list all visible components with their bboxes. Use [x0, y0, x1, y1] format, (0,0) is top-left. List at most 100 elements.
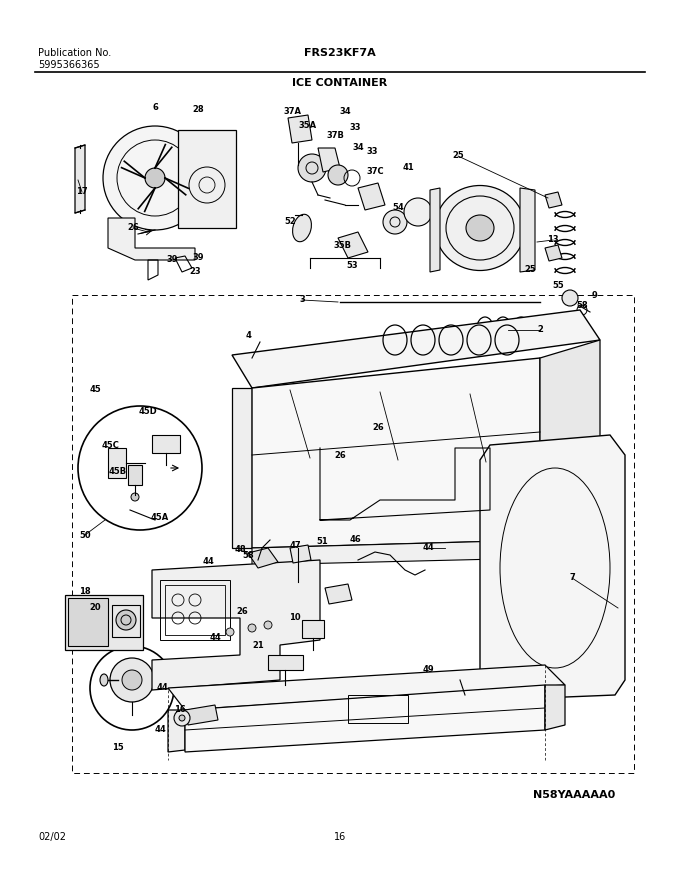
- Text: 23: 23: [189, 268, 201, 276]
- Text: 35B: 35B: [333, 241, 351, 249]
- Circle shape: [131, 493, 139, 501]
- Circle shape: [226, 628, 234, 636]
- Bar: [68, 598, 108, 646]
- Circle shape: [298, 154, 326, 182]
- Polygon shape: [288, 115, 312, 143]
- Text: 9: 9: [591, 290, 597, 300]
- Circle shape: [174, 710, 190, 726]
- Text: 37C: 37C: [367, 168, 384, 176]
- Text: 28: 28: [192, 105, 204, 115]
- Ellipse shape: [435, 185, 525, 270]
- Polygon shape: [232, 388, 252, 548]
- Text: 13: 13: [547, 235, 559, 244]
- Text: 49: 49: [422, 666, 434, 674]
- Text: 37B: 37B: [326, 130, 344, 140]
- Text: 58: 58: [242, 550, 254, 560]
- Polygon shape: [232, 310, 600, 388]
- Text: 5995366365: 5995366365: [38, 60, 100, 70]
- Text: 45C: 45C: [101, 441, 119, 449]
- Text: 51: 51: [316, 538, 328, 547]
- Text: 6: 6: [152, 103, 158, 112]
- Text: 52: 52: [284, 217, 296, 227]
- Text: 18: 18: [79, 587, 91, 596]
- Text: 46: 46: [349, 535, 361, 545]
- Bar: [302, 620, 324, 638]
- Circle shape: [145, 168, 165, 188]
- Polygon shape: [358, 183, 385, 210]
- Text: 50: 50: [79, 530, 91, 540]
- Polygon shape: [338, 232, 368, 258]
- Text: 44: 44: [422, 543, 434, 553]
- Text: 4: 4: [245, 330, 251, 340]
- Text: 2: 2: [537, 326, 543, 335]
- Bar: [348, 695, 408, 723]
- Circle shape: [264, 621, 272, 629]
- Polygon shape: [185, 685, 545, 752]
- Bar: [112, 605, 140, 637]
- Bar: [178, 130, 236, 228]
- Text: 34: 34: [352, 143, 364, 152]
- Text: 15: 15: [112, 744, 124, 753]
- Bar: [72, 295, 634, 773]
- Bar: [160, 580, 230, 640]
- Circle shape: [90, 646, 174, 730]
- Ellipse shape: [292, 215, 311, 242]
- Circle shape: [404, 198, 432, 226]
- Text: 34: 34: [339, 107, 351, 116]
- Circle shape: [328, 165, 348, 185]
- Polygon shape: [75, 145, 85, 213]
- Text: 26: 26: [236, 607, 248, 616]
- Text: 45: 45: [89, 386, 101, 395]
- Ellipse shape: [466, 215, 494, 241]
- Text: 54: 54: [392, 203, 404, 213]
- Text: 39: 39: [166, 255, 177, 264]
- Polygon shape: [168, 665, 565, 710]
- Text: Publication No.: Publication No.: [38, 48, 112, 58]
- Circle shape: [116, 610, 136, 630]
- Text: 47: 47: [289, 541, 301, 549]
- Text: 26: 26: [127, 223, 139, 233]
- Polygon shape: [545, 192, 562, 208]
- Text: 44: 44: [154, 726, 166, 734]
- Text: 7: 7: [569, 574, 575, 582]
- Text: 26: 26: [334, 450, 346, 460]
- Text: 45D: 45D: [139, 408, 157, 416]
- Polygon shape: [520, 188, 535, 272]
- Polygon shape: [152, 560, 320, 690]
- Polygon shape: [185, 705, 218, 725]
- Text: N58YAAAAA0: N58YAAAAA0: [532, 790, 615, 800]
- Circle shape: [562, 290, 578, 306]
- Polygon shape: [290, 545, 311, 563]
- Bar: [65, 595, 143, 650]
- Text: 44: 44: [156, 684, 168, 693]
- Circle shape: [179, 715, 185, 721]
- Bar: [152, 435, 180, 453]
- Circle shape: [383, 210, 407, 234]
- Circle shape: [122, 670, 142, 690]
- Bar: [165, 585, 225, 635]
- Circle shape: [78, 406, 202, 530]
- Text: 25: 25: [452, 151, 464, 161]
- Polygon shape: [252, 358, 540, 548]
- Text: 33: 33: [350, 123, 361, 131]
- Bar: [108, 448, 126, 478]
- Polygon shape: [480, 435, 625, 700]
- Polygon shape: [248, 548, 278, 568]
- Text: ICE CONTAINER: ICE CONTAINER: [292, 78, 388, 88]
- Ellipse shape: [100, 674, 108, 686]
- Text: 02/02: 02/02: [38, 832, 66, 842]
- Circle shape: [110, 658, 154, 702]
- Text: 45B: 45B: [109, 468, 127, 476]
- Text: 3: 3: [299, 295, 305, 304]
- Polygon shape: [108, 218, 195, 260]
- Text: 16: 16: [334, 832, 346, 842]
- Polygon shape: [252, 540, 540, 565]
- Text: 41: 41: [402, 163, 414, 173]
- Text: 35A: 35A: [299, 121, 317, 129]
- Text: 26: 26: [372, 423, 384, 433]
- Text: 17: 17: [76, 188, 88, 196]
- Polygon shape: [318, 148, 340, 172]
- Text: 44: 44: [209, 634, 221, 642]
- Text: 44: 44: [202, 558, 214, 567]
- Text: 10: 10: [289, 614, 301, 622]
